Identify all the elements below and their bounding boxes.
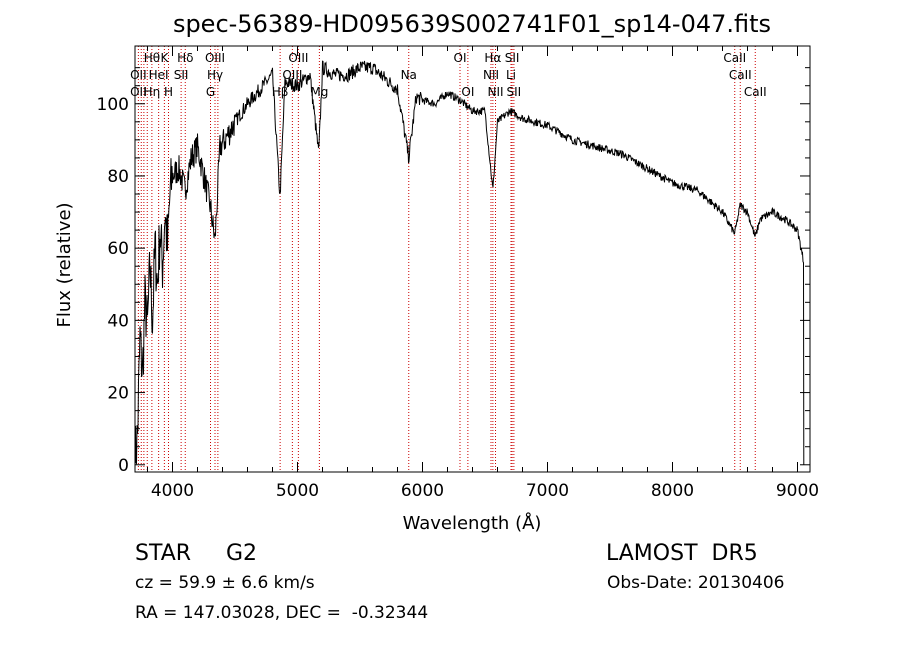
survey-name: LAMOST DR5 <box>606 541 758 566</box>
line-label: NII <box>487 85 503 99</box>
y-tick-label: 0 <box>118 456 129 476</box>
line-label: SII <box>174 68 189 82</box>
coordinates: RA = 147.03028, DEC = -0.32344 <box>135 603 429 623</box>
line-marks <box>137 46 756 472</box>
line-label: OIII <box>288 51 308 65</box>
x-axis-label: Wavelength (Å) <box>403 512 542 534</box>
redshift-readout: cz = 59.9 ± 6.6 km/s <box>135 573 315 593</box>
y-tick-label: 80 <box>107 167 129 187</box>
line-label: CaII <box>744 85 767 99</box>
line-label: CaII <box>723 51 746 65</box>
line-label: HeI <box>149 68 169 82</box>
y-tick-label: 40 <box>107 311 129 331</box>
chart-title: spec-56389-HD095639S002741F01_sp14-047.f… <box>173 10 771 38</box>
spectrum-chart: spec-56389-HD095639S002741F01_sp14-047.f… <box>54 10 819 534</box>
line-label: OII <box>130 85 147 99</box>
line-label: Na <box>401 68 417 82</box>
line-label: Hδ <box>177 51 193 65</box>
line-label: Hα <box>484 51 501 65</box>
line-label: SII <box>507 85 522 99</box>
line-label: Hη <box>144 85 161 99</box>
spectrum-line <box>134 60 805 469</box>
line-label: Mg <box>310 85 328 99</box>
y-tick-label: 60 <box>107 239 129 259</box>
y-tick-label: 20 <box>107 384 129 404</box>
y-tick-label: 100 <box>97 95 129 115</box>
obs-date: Obs-Date: 20130406 <box>607 573 785 593</box>
object-type: STAR G2 <box>135 541 258 566</box>
y-axis-label: Flux (relative) <box>54 202 75 327</box>
line-labels: Hθ K Hδ OIII OIII OI Hα SII CaII OII HeI SII OIII NII… <box>130 51 767 99</box>
y-axis-ticks: 0 20 40 60 80 100 <box>97 67 810 476</box>
line-label: OI <box>454 51 467 65</box>
x-tick-label: 4000 <box>151 481 194 501</box>
line-label: OI <box>461 85 474 99</box>
x-tick-label: 5000 <box>276 481 319 501</box>
line-label: H <box>164 85 173 99</box>
x-tick-label: 7000 <box>526 481 569 501</box>
line-label: NII <box>483 68 499 82</box>
x-tick-label: 8000 <box>651 481 694 501</box>
line-label: OIII <box>205 51 225 65</box>
line-label: Hθ <box>144 51 160 65</box>
line-label: Li <box>506 68 516 82</box>
line-label: K <box>160 51 169 65</box>
line-label: CaII <box>729 68 752 82</box>
x-tick-label: 9000 <box>776 481 819 501</box>
line-label: OIII <box>282 68 302 82</box>
line-label: SII <box>505 51 520 65</box>
line-label: G <box>206 85 215 99</box>
x-tick-label: 6000 <box>401 481 444 501</box>
line-label: OII <box>130 68 147 82</box>
line-label: Hγ <box>207 68 223 82</box>
x-axis-ticks: 4000 5000 6000 7000 8000 9000 <box>147 46 819 501</box>
